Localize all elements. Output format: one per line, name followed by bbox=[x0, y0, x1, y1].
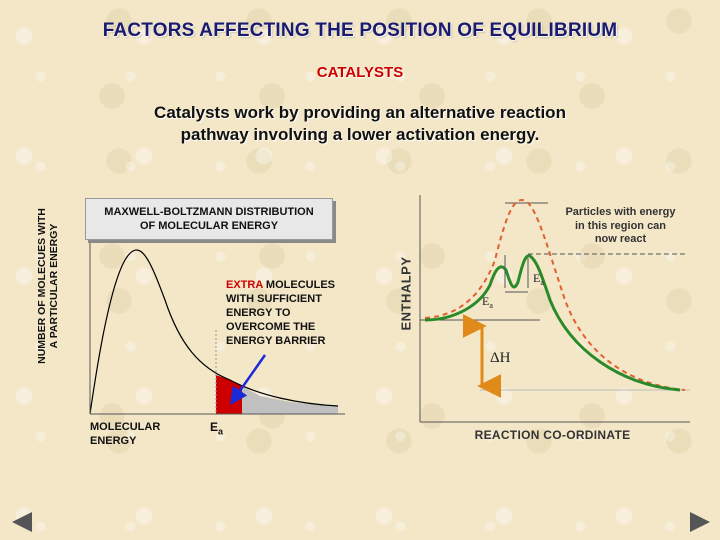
delta-h-label: ΔH bbox=[490, 350, 511, 366]
left-x-axis-label-line2: ENERGY bbox=[90, 435, 137, 447]
tail-shade bbox=[242, 386, 338, 414]
ea-main: E bbox=[210, 420, 219, 434]
maxwell-boltzmann-plot bbox=[89, 230, 345, 415]
mb-box-line1: MAXWELL-BOLTZMANN DISTRIBUTION bbox=[104, 206, 314, 218]
slide-description: Catalysts work by providing an alternati… bbox=[154, 103, 566, 144]
left-x-axis-label-line1: MOLECULAR bbox=[90, 421, 161, 433]
extra-highlight: EXTRA bbox=[226, 279, 263, 291]
next-arrow-icon[interactable] bbox=[690, 512, 710, 532]
slide-subtitle: CATALYSTS bbox=[316, 64, 404, 81]
particles-line2: in this region can bbox=[574, 219, 667, 232]
ea-large-label: Ea bbox=[533, 271, 544, 287]
particles-annotation: Particles with energy in this region can… bbox=[548, 206, 693, 247]
mb-box-line2: OF MOLECULAR ENERGY bbox=[139, 220, 279, 232]
maxwell-boltzmann-label-box: MAXWELL-BOLTZMANN DISTRIBUTION OF MOLECU… bbox=[85, 198, 333, 240]
reaction-coordinate-label: REACTION CO-ORDINATE bbox=[474, 428, 631, 442]
left-y-axis-label-line2: A PARTICULAR ENERGY bbox=[48, 223, 60, 349]
uncatalysed-curve bbox=[424, 198, 686, 391]
pointer-arrow bbox=[229, 354, 267, 405]
ea-small-label: Ea bbox=[482, 294, 493, 310]
enthalpy-axis-label: ENTHALPY bbox=[398, 256, 414, 331]
left-y-axis-label-line1: NUMBER OF MOLECUES WITH bbox=[36, 208, 48, 364]
ea-sub: a bbox=[218, 426, 224, 437]
extra-molecules-annotation: EXTRA MOLECULES WITH SUFFICIENT ENERGY T… bbox=[226, 278, 356, 348]
particles-line3: now react bbox=[594, 233, 647, 245]
slide-title: FACTORS AFFECTING THE POSITION OF EQUILI… bbox=[102, 20, 618, 41]
extra-rest-text: MOLECULES WITH SUFFICIENT ENERGY TO OVER… bbox=[226, 279, 335, 347]
activation-energy-label: Ea bbox=[210, 420, 223, 436]
previous-arrow-icon[interactable] bbox=[12, 512, 32, 532]
left-x-axis-label: MOLECULAR ENERGY bbox=[90, 420, 190, 448]
enthalpy-plot: Ea Ea ΔH bbox=[419, 195, 690, 423]
distribution-curve bbox=[89, 249, 339, 415]
left-y-axis-label: NUMBER OF MOLECUES WITH A PARTICULAR ENE… bbox=[36, 186, 60, 386]
catalysed-curve bbox=[424, 254, 681, 392]
particles-line1: Particles with energy bbox=[565, 206, 676, 218]
